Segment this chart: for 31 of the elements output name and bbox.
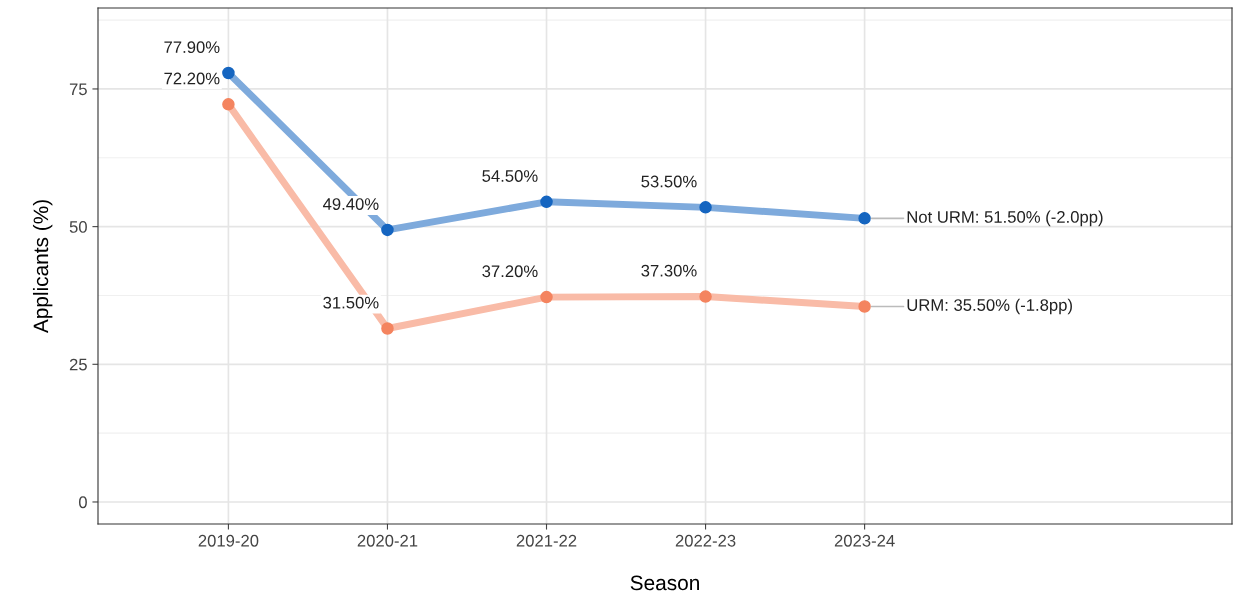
point bbox=[222, 98, 235, 111]
data-label: 54.50% bbox=[482, 170, 538, 182]
x-tick-label: 2021-22 bbox=[516, 534, 577, 547]
annotation: URM: 35.50% (-1.8pp) bbox=[907, 298, 1072, 315]
y-axis-title: Applicants (%) bbox=[32, 200, 53, 334]
y-tick-label: 25 bbox=[69, 358, 87, 371]
data-label: 37.30% bbox=[641, 264, 697, 277]
y-tick-label: 50 bbox=[69, 221, 87, 233]
data-label: 31.50% bbox=[323, 296, 379, 309]
data-label: 77.90% bbox=[164, 41, 220, 54]
point bbox=[540, 195, 553, 209]
point bbox=[699, 201, 712, 214]
point bbox=[540, 290, 553, 304]
x-tick-label: 2019-20 bbox=[198, 534, 259, 547]
y-tick-label: 0 bbox=[78, 496, 87, 509]
x-tick-label: 2022-23 bbox=[675, 534, 736, 547]
x-tick-label: 2020-21 bbox=[357, 534, 418, 547]
point bbox=[858, 300, 871, 313]
point bbox=[381, 223, 394, 237]
annotation: Not URM: 51.50% (-2.0pp) bbox=[907, 210, 1103, 227]
point bbox=[381, 322, 394, 335]
point bbox=[858, 212, 871, 225]
point bbox=[222, 66, 235, 80]
data-label: 37.20% bbox=[482, 265, 538, 278]
x-tick-label: 2023-24 bbox=[834, 534, 895, 547]
data-label: 72.20% bbox=[164, 72, 220, 85]
data-label: 53.50% bbox=[641, 175, 697, 188]
data-label: 49.40% bbox=[322, 198, 379, 210]
point bbox=[699, 290, 712, 303]
x-axis-title: Season bbox=[630, 575, 699, 591]
y-tick-label: 75 bbox=[69, 83, 87, 96]
